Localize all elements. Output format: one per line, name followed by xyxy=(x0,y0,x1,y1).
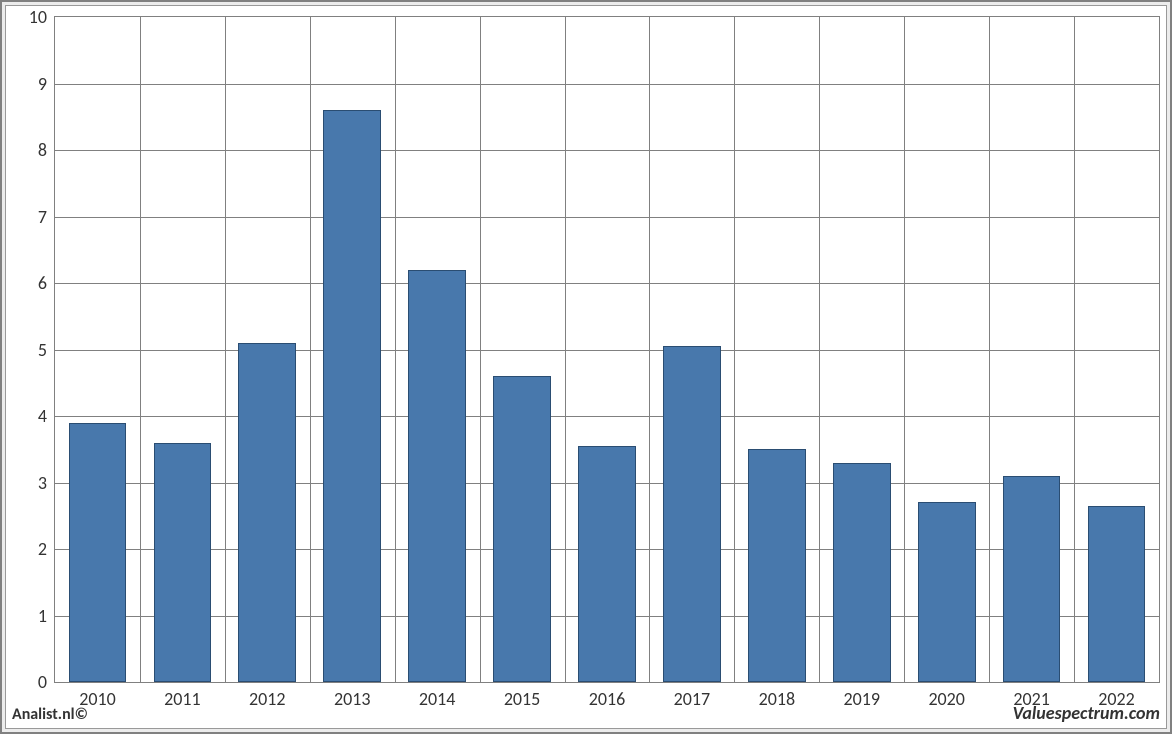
y-tick-label: 9 xyxy=(38,73,47,95)
gridline-v xyxy=(140,17,141,682)
gridline-v xyxy=(310,17,311,682)
bar xyxy=(833,463,891,682)
gridline-v xyxy=(819,17,820,682)
bar xyxy=(238,343,296,682)
footer-right: Valuespectrum.com xyxy=(1013,702,1160,724)
x-tick-label: 2015 xyxy=(504,688,541,710)
x-tick-label: 2020 xyxy=(928,688,965,710)
y-tick-label: 2 xyxy=(38,538,47,560)
x-tick-label: 2018 xyxy=(759,688,796,710)
gridline-h xyxy=(55,150,1159,151)
bar xyxy=(154,443,212,682)
gridline-v xyxy=(989,17,990,682)
gridline-v xyxy=(1074,17,1075,682)
x-tick-label: 2013 xyxy=(334,688,371,710)
y-tick-label: 8 xyxy=(38,139,47,161)
y-tick-label: 1 xyxy=(38,605,47,627)
y-tick-label: 0 xyxy=(38,671,47,693)
plot-area: 0123456789102010201120122013201420152016… xyxy=(54,16,1160,683)
gridline-h xyxy=(55,416,1159,417)
chart-frame: 0123456789102010201120122013201420152016… xyxy=(0,0,1172,734)
gridline-h xyxy=(55,84,1159,85)
bar xyxy=(323,110,381,682)
gridline-v xyxy=(225,17,226,682)
bar xyxy=(69,423,127,682)
gridline-v xyxy=(904,17,905,682)
y-tick-label: 10 xyxy=(29,6,47,28)
gridline-h xyxy=(55,217,1159,218)
x-tick-label: 2011 xyxy=(164,688,201,710)
gridline-v xyxy=(480,17,481,682)
gridline-h xyxy=(55,283,1159,284)
bar xyxy=(918,502,976,682)
gridline-v xyxy=(565,17,566,682)
x-tick-label: 2012 xyxy=(249,688,286,710)
x-tick-label: 2017 xyxy=(674,688,711,710)
footer-left: Analist.nl© xyxy=(12,705,88,724)
bar xyxy=(408,270,466,682)
chart-panel: 0123456789102010201120122013201420152016… xyxy=(5,5,1167,729)
gridline-v xyxy=(395,17,396,682)
x-tick-label: 2014 xyxy=(419,688,456,710)
bar xyxy=(748,449,806,682)
y-tick-label: 3 xyxy=(38,472,47,494)
x-tick-label: 2019 xyxy=(844,688,881,710)
y-tick-label: 5 xyxy=(38,339,47,361)
gridline-v xyxy=(734,17,735,682)
y-tick-label: 6 xyxy=(38,272,47,294)
x-tick-label: 2016 xyxy=(589,688,626,710)
bar xyxy=(663,346,721,682)
bar xyxy=(1088,506,1146,682)
bar xyxy=(578,446,636,682)
bar xyxy=(1003,476,1061,682)
bar xyxy=(493,376,551,682)
gridline-h xyxy=(55,350,1159,351)
y-tick-label: 4 xyxy=(38,405,47,427)
y-tick-label: 7 xyxy=(38,206,47,228)
gridline-v xyxy=(649,17,650,682)
